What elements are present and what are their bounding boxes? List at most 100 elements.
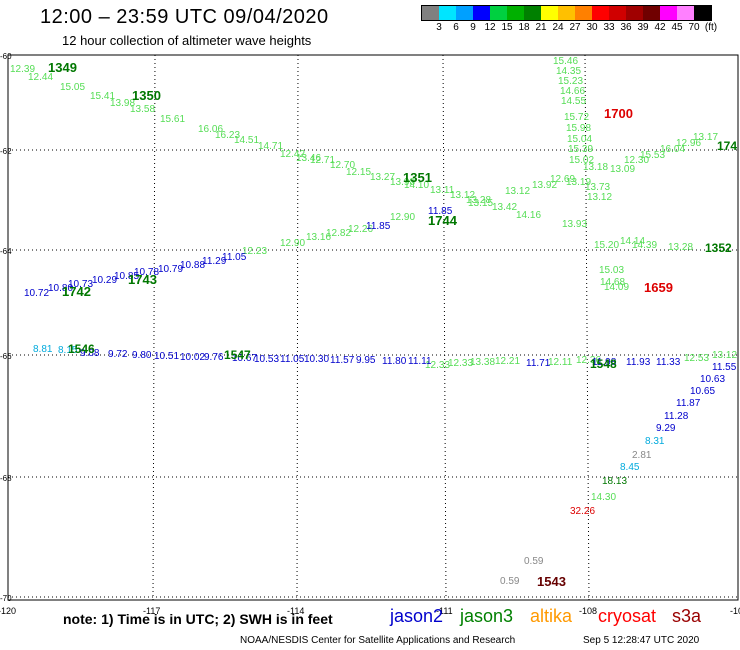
legend-altika: altika <box>530 606 573 626</box>
page-subtitle: 12 hour collection of altimeter wave hei… <box>62 33 312 48</box>
color-swatch <box>422 6 439 20</box>
track-value-label: 0.59 <box>524 556 544 567</box>
track-value-label: 13.98 <box>390 177 415 188</box>
track-value-label: 13.92 <box>532 180 557 191</box>
color-legend-label: 21 <box>535 22 547 33</box>
legend-cryosat: cryosat <box>598 606 657 626</box>
color-swatch <box>507 6 524 20</box>
color-swatch <box>541 6 558 20</box>
track-value-label: 8.45 <box>620 462 640 473</box>
track-value-label: 15.46 <box>553 56 578 67</box>
track-value-label: 12.30 <box>624 155 649 166</box>
track-value-label: 12.15 <box>346 167 371 178</box>
color-legend-label: 33 <box>603 22 615 33</box>
track-value-label: 15.41 <box>90 91 115 102</box>
track-value-label: 13.12 <box>505 186 530 197</box>
track-value-label: 14.09 <box>604 282 629 293</box>
track-value-label: 12.42 <box>280 149 305 160</box>
track-value-label: 15.39 <box>568 144 593 155</box>
track-value-label: 8.81 <box>33 344 53 355</box>
color-legend-label: 27 <box>569 22 581 33</box>
track-value-label: 14.16 <box>516 210 541 221</box>
color-swatch <box>558 6 575 20</box>
track-value-label: 10.78 <box>134 267 159 278</box>
track-value-label: 15.04 <box>567 134 592 145</box>
track-value-label: 13.42 <box>492 202 517 213</box>
track-value-label: 13.73 <box>585 182 610 193</box>
lat-tick-label: -66 <box>0 352 12 361</box>
track-value-label: 12.96 <box>676 138 701 149</box>
track-value-label: 10.29 <box>92 275 117 286</box>
longitude-gridline <box>442 54 447 601</box>
track-value-label: 9.72 <box>108 349 128 360</box>
track-value-label: 10.79 <box>158 264 183 275</box>
lat-tick-label: -60 <box>0 52 12 61</box>
lon-tick-label: -10 <box>730 606 740 616</box>
track-value-label: 15.72 <box>564 112 589 123</box>
color-legend-label: 24 <box>552 22 564 33</box>
track-value-label: 13.38 <box>470 357 495 368</box>
track-value-label: 14.35 <box>556 66 581 77</box>
track-time-label: 1547 <box>224 348 251 362</box>
track-value-label: 15.02 <box>569 155 594 166</box>
longitude-gridline <box>152 54 156 601</box>
color-legend-label: 42 <box>654 22 666 33</box>
track-value-label: 11.33 <box>656 357 681 368</box>
color-swatch <box>490 6 507 20</box>
track-value-label: 13.58 <box>130 104 155 115</box>
color-swatch <box>609 6 626 20</box>
color-legend-label: 18 <box>518 22 530 33</box>
track-value-label: 12.21 <box>495 356 520 367</box>
track-value-label: 13.12 <box>450 190 475 201</box>
track-value-label: 13.46 <box>296 153 321 164</box>
track-value-label: 11.71 <box>526 358 551 369</box>
page-title: 12:00 – 23:59 UTC 09/04/2020 <box>40 6 329 28</box>
track-value-label: 10.72 <box>24 288 49 299</box>
color-legend-label: 45 <box>671 22 683 33</box>
track-value-label: 11.28 <box>664 411 689 422</box>
track-value-label: 11.80 <box>382 356 407 367</box>
track-time-label: 1351 <box>403 170 432 185</box>
track-value-label: 8.31 <box>645 436 665 447</box>
track-time-label: 1352 <box>705 241 732 255</box>
track-time-label: 1742 <box>62 284 91 299</box>
track-time-label: 1543 <box>537 574 566 589</box>
track-value-label: 15.98 <box>566 123 591 134</box>
track-time-label: 1350 <box>132 88 161 103</box>
track-value-label: 14.14 <box>620 236 645 247</box>
legend-jason3: jason3 <box>460 606 514 626</box>
map-frame <box>7 54 739 601</box>
color-swatch <box>456 6 473 20</box>
track-value-label: 16.06 <box>198 124 223 135</box>
color-legend-label: 70 <box>688 22 700 33</box>
track-value-label: 13.15 <box>468 198 493 209</box>
track-value-label: 10.02 <box>180 352 205 363</box>
track-value-label: 13.93 <box>562 219 587 230</box>
legend-s3a: s3a <box>672 606 702 626</box>
track-value-label: 0.59 <box>500 576 520 587</box>
color-swatch <box>677 6 694 20</box>
color-legend-label: 9 <box>470 22 476 33</box>
track-value-label: 10.88 <box>180 260 205 271</box>
color-legend-bar <box>421 5 712 21</box>
track-value-label: 11.05 <box>222 252 247 263</box>
lat-tick-label: -62 <box>0 147 12 156</box>
lon-tick-label: -120 <box>0 606 16 616</box>
track-value-label: 11.93 <box>626 357 651 368</box>
track-value-label: 14.39 <box>632 240 657 251</box>
color-legend-label: (ft) <box>704 22 718 33</box>
track-value-label: 11.05 <box>280 354 305 365</box>
track-value-label: 15.61 <box>160 114 185 125</box>
track-value-label: 10.30 <box>304 354 329 365</box>
color-legend-label: 39 <box>637 22 649 33</box>
track-value-label: 14.30 <box>591 492 616 503</box>
color-legend-label: 3 <box>436 22 442 33</box>
track-time-label: 174 <box>717 139 737 153</box>
track-value-label: 10.73 <box>68 279 93 290</box>
track-value-label: 13.27 <box>370 172 395 183</box>
track-value-label: 11.57 <box>330 355 355 366</box>
track-value-label: 10.51 <box>154 351 179 362</box>
track-value-label: 14.66 <box>560 86 585 97</box>
footer-note: note: 1) Time is in UTC; 2) SWH is in fe… <box>63 611 333 627</box>
track-value-label: 12.71 <box>310 155 335 166</box>
